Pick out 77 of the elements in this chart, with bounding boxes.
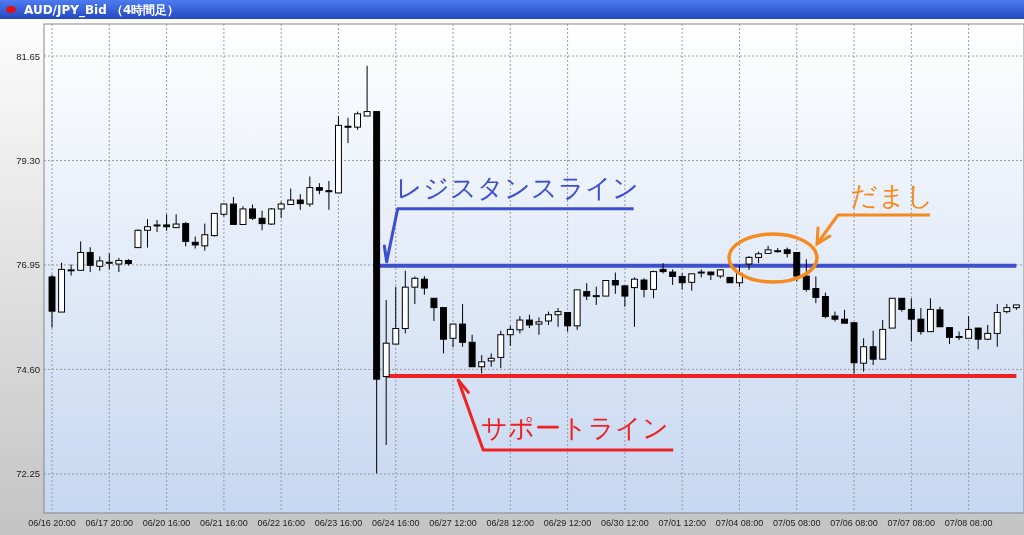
x-tick-label: 06/16 20:00	[28, 518, 76, 528]
candlestick	[802, 258, 810, 293]
candlestick	[77, 240, 85, 271]
candlestick	[229, 196, 237, 225]
candlestick	[420, 275, 428, 296]
candlestick	[621, 285, 629, 308]
x-tick-label: 06/28 12:00	[486, 518, 535, 528]
candlestick	[907, 297, 915, 342]
y-tick-label: 74.60	[16, 363, 40, 375]
candlestick	[344, 117, 352, 144]
candlestick	[411, 276, 419, 305]
candlestick	[239, 205, 247, 225]
candlestick	[640, 277, 648, 298]
candlestick	[497, 330, 505, 369]
candlestick	[554, 307, 562, 328]
candlestick	[993, 303, 1001, 348]
candlestick	[869, 330, 877, 366]
candlestick	[926, 297, 934, 333]
y-tick-label: 79.30	[16, 154, 40, 166]
candlestick	[974, 327, 982, 350]
candlestick	[134, 228, 142, 249]
candlestick	[630, 276, 638, 328]
x-tick-label: 06/24 16:00	[371, 518, 420, 528]
y-tick-label: 81.65	[16, 50, 40, 62]
candlestick	[506, 325, 514, 347]
candlestick	[201, 223, 209, 252]
candlestick	[812, 276, 820, 304]
candlestick	[392, 286, 400, 345]
candlestick	[821, 292, 829, 319]
candlestick	[449, 323, 457, 348]
annotation: だまし	[850, 180, 934, 211]
candlestick	[650, 270, 657, 299]
x-tick-label: 07/04 08:00	[715, 518, 764, 528]
x-tick-label: 07/06 08:00	[830, 518, 878, 528]
candlestick	[325, 180, 333, 211]
candlestick	[965, 315, 973, 339]
candlestick	[860, 337, 868, 373]
x-tick-label: 06/29 12:00	[543, 518, 592, 528]
candlestick	[936, 306, 944, 328]
x-tick-label: 07/01 12:00	[658, 518, 706, 528]
x-tick-label: 06/30 12:00	[601, 518, 649, 528]
text: レジスタンスライン	[395, 172, 639, 203]
x-tick-label: 06/27 12:00	[429, 518, 477, 528]
candlestick	[144, 218, 151, 249]
y-tick-label: 76.95	[16, 259, 40, 271]
candlestick	[172, 213, 180, 229]
x-tick-label: 07/05 08:00	[772, 518, 821, 528]
candlestick	[478, 354, 486, 374]
candlestick	[354, 111, 362, 131]
x-tick-label: 06/17 20:00	[85, 518, 134, 528]
chart-title: AUD/JPY_Bid （4時間足）	[24, 3, 180, 18]
x-tick-label: 06/21 16:00	[200, 518, 248, 528]
x-tick-label: 06/23 16:00	[314, 518, 363, 528]
x-tick-label: 07/08 08:00	[944, 518, 993, 528]
candlestick	[306, 175, 314, 208]
candlestick	[67, 264, 75, 277]
candlestick	[363, 65, 371, 117]
candlestick	[459, 303, 467, 348]
candlestick	[258, 210, 266, 231]
candlestick	[430, 297, 438, 322]
candlestick	[564, 312, 572, 333]
candlestick	[955, 331, 963, 341]
candlestick	[535, 316, 543, 336]
candlestick	[86, 246, 94, 273]
candlestick	[182, 221, 190, 247]
x-tick-label: 07/07 08:00	[887, 518, 936, 528]
candlestick	[592, 286, 600, 306]
candlestick	[115, 257, 123, 273]
y-tick-label: 72.25	[16, 468, 40, 480]
candlestick	[611, 272, 619, 295]
candlestick	[793, 252, 801, 282]
candlestick	[153, 219, 161, 233]
candlestick	[917, 307, 925, 336]
x-tick-label: 06/20 16:00	[142, 518, 191, 528]
legend-label: サポートライン	[481, 413, 670, 444]
x-tick-label: 06/22 16:00	[257, 518, 305, 528]
candlestick	[659, 262, 667, 274]
